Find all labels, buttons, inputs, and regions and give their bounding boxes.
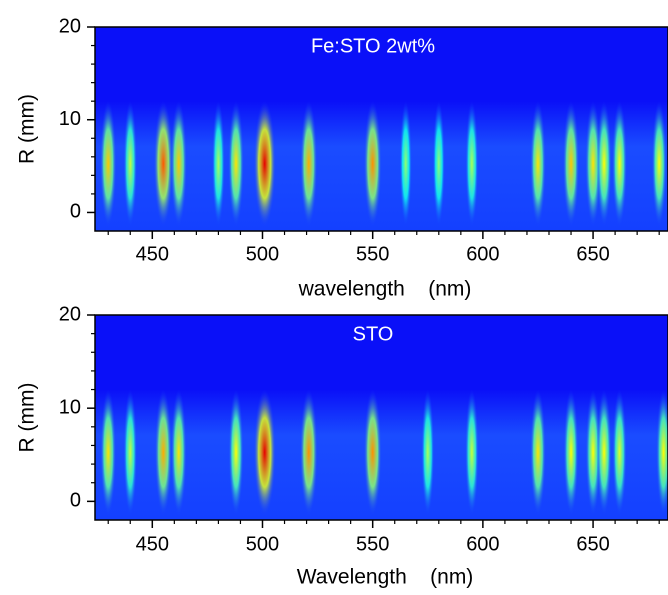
emission-band <box>154 389 172 516</box>
y-tick-label: 0 <box>70 201 81 223</box>
emission-band <box>123 101 138 227</box>
emission-band <box>170 389 187 516</box>
emission-band <box>253 389 276 516</box>
x-tick-label: 600 <box>466 533 499 555</box>
emission-band <box>432 101 445 227</box>
emission-band <box>465 101 479 227</box>
x-axis-label: wavelength (nm) <box>298 278 472 301</box>
chart-title: STO <box>353 323 394 345</box>
emission-band <box>530 101 546 227</box>
emission-band <box>100 101 117 227</box>
emission-band <box>612 389 627 516</box>
x-axis-label: Wavelength (nm) <box>297 566 474 589</box>
emission-band <box>562 101 580 227</box>
x-tick-label: 650 <box>576 533 609 555</box>
x-tick-label: 550 <box>356 243 389 265</box>
emission-band <box>253 101 276 227</box>
emission-band <box>363 101 382 227</box>
x-tick-label: 450 <box>136 243 169 265</box>
emission-band <box>211 101 225 227</box>
x-tick-label: 650 <box>576 243 609 265</box>
emission-band <box>170 101 187 227</box>
emission-band <box>300 101 318 227</box>
plot-frame <box>94 26 668 232</box>
emission-band <box>612 101 628 227</box>
emission-band <box>465 389 479 516</box>
emission-band <box>299 389 318 516</box>
emission-band <box>651 101 667 227</box>
chart-title: Fe:STO 2wt% <box>311 35 435 57</box>
y-tick-label: 20 <box>59 303 81 325</box>
y-axis-label: R (mm) <box>16 383 39 453</box>
x-tick-label: 450 <box>136 533 169 555</box>
plot-frame <box>94 314 668 521</box>
emission-band <box>123 389 138 516</box>
x-tick-label: 550 <box>356 533 389 555</box>
x-tick-label: 500 <box>246 243 279 265</box>
emission-band <box>596 389 612 516</box>
emission-band <box>530 389 546 516</box>
y-tick-label: 0 <box>70 490 81 512</box>
emission-band <box>363 389 382 516</box>
emission-band <box>596 101 612 227</box>
y-tick-label: 20 <box>59 15 81 37</box>
emission-band <box>656 389 668 516</box>
emission-band <box>228 101 244 227</box>
emission-band <box>421 389 435 516</box>
emission-band <box>399 101 412 227</box>
emission-band <box>563 389 579 516</box>
emission-band <box>153 101 173 227</box>
y-axis-label: R (mm) <box>16 94 39 164</box>
y-tick-label: 10 <box>59 396 81 418</box>
y-tick-label: 10 <box>59 108 81 130</box>
x-tick-label: 600 <box>466 243 499 265</box>
emission-band <box>100 389 117 516</box>
x-tick-label: 500 <box>246 533 279 555</box>
emission-band <box>228 389 244 516</box>
